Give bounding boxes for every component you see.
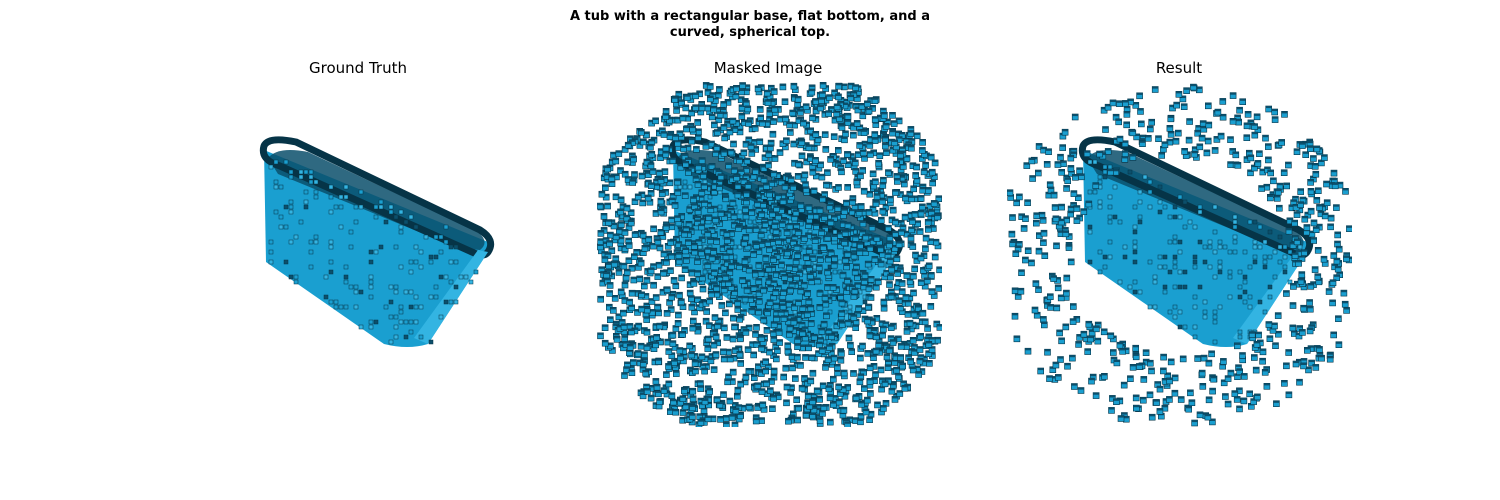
figure-title-line-1: A tub with a rectangular base, flat bott… xyxy=(569,9,931,24)
panel-result xyxy=(1007,82,1352,427)
panel-title-masked-image: Masked Image xyxy=(713,59,823,77)
voxel-plot-masked-image xyxy=(597,82,942,427)
figure-title-line-2: curved, spherical top. xyxy=(669,25,831,40)
noise-voxels xyxy=(1007,83,1352,427)
voxel-plot-ground-truth xyxy=(259,136,495,347)
voxel-texture xyxy=(1087,159,1303,345)
voxel-texture xyxy=(268,159,479,345)
panel-masked-image xyxy=(597,82,942,427)
voxel-plot-result xyxy=(1007,83,1352,427)
figure-title: A tub with a rectangular base, flat bott… xyxy=(450,9,1050,41)
panel-ground-truth xyxy=(188,82,533,427)
voxel-tub xyxy=(259,136,495,347)
panel-title-result: Result xyxy=(1155,59,1203,77)
noise-voxels xyxy=(597,82,942,427)
panel-title-ground-truth: Ground Truth xyxy=(309,59,407,77)
